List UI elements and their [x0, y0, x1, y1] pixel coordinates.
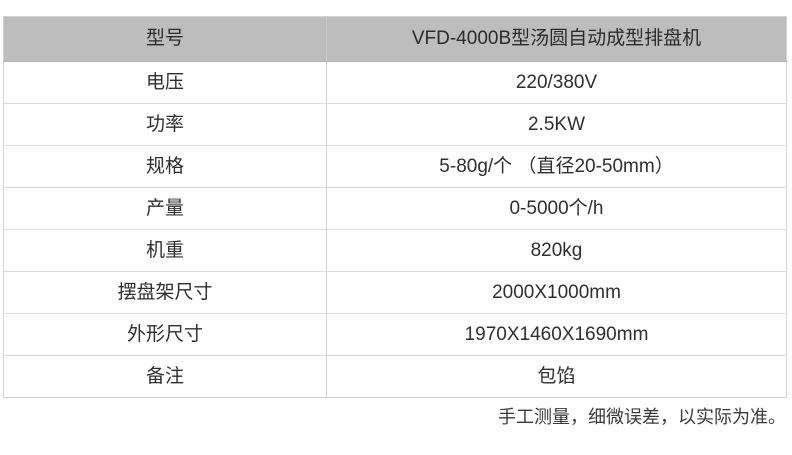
table-row: 功率 2.5KW [3, 103, 787, 146]
row-label: 规格 [3, 145, 327, 188]
row-label: 备注 [3, 355, 327, 398]
row-label: 产量 [3, 187, 327, 230]
row-value: 220/380V [326, 61, 787, 104]
row-value: 0-5000个/h [326, 187, 787, 230]
row-value: 5-80g/个 （直径20-50mm） [326, 145, 787, 188]
table-body: 电压 220/380V 功率 2.5KW 规格 5-80g/个 （直径20-50mm） 产量… [3, 61, 787, 398]
table-row: 产量 0-5000个/h [3, 187, 787, 230]
table-row: 摆盘架尺寸 2000X1000mm [3, 271, 787, 314]
row-label: 功率 [3, 103, 327, 146]
table-header-row: 型号 VFD-4000B型汤圆自动成型排盘机 [3, 16, 787, 62]
row-label: 外形尺寸 [3, 313, 327, 356]
row-value: 1970X1460X1690mm [326, 313, 787, 356]
header-label-model: 型号 [3, 16, 327, 62]
table-row: 备注 包馅 [3, 355, 787, 398]
row-label: 摆盘架尺寸 [3, 271, 327, 314]
row-label: 电压 [3, 61, 327, 104]
row-value: 820kg [326, 229, 787, 272]
table-header: 型号 VFD-4000B型汤圆自动成型排盘机 [3, 16, 787, 62]
table-row: 规格 5-80g/个 （直径20-50mm） [3, 145, 787, 188]
row-label: 机重 [3, 229, 327, 272]
table-row: 机重 820kg [3, 229, 787, 272]
table-row: 电压 220/380V [3, 61, 787, 104]
measurement-footnote: 手工测量，细微误差，以实际为准。 [498, 407, 786, 427]
specification-table: 型号 VFD-4000B型汤圆自动成型排盘机 电压 220/380V 功率 2.5KW… [3, 16, 787, 398]
row-value: 2.5KW [326, 103, 787, 146]
header-value-model: VFD-4000B型汤圆自动成型排盘机 [326, 16, 787, 62]
row-value: 包馅 [537, 365, 576, 387]
table-row: 外形尺寸 1970X1460X1690mm [3, 313, 787, 356]
row-value: 2000X1000mm [326, 271, 787, 314]
